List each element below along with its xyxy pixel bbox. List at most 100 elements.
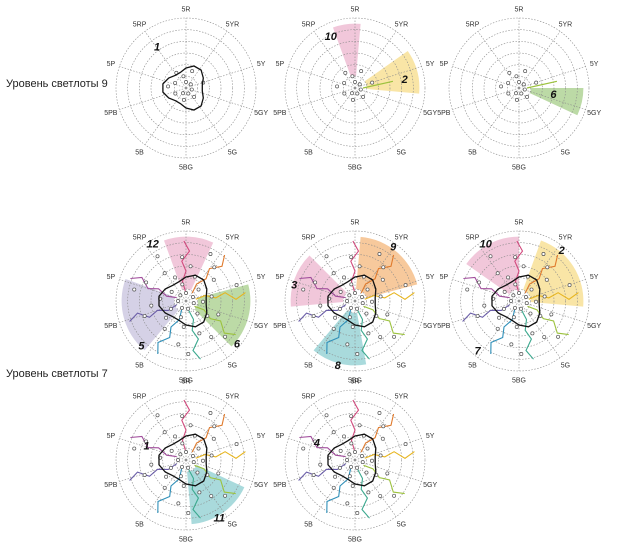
sample-point [166, 84, 171, 89]
category-number: 1 [154, 42, 160, 54]
sample-point [201, 458, 205, 463]
sample-point [223, 493, 228, 498]
hue-label: 5G [228, 149, 237, 156]
hue-label: 5GY [254, 110, 268, 117]
sample-point [513, 305, 517, 310]
hue-label: 5P [440, 274, 449, 281]
sample-point [184, 80, 188, 84]
category-number: 9 [390, 242, 397, 254]
sample-point [180, 414, 185, 419]
grid-ring [115, 17, 257, 159]
grid-ring [472, 41, 566, 135]
sample-point [544, 277, 549, 282]
region-green [194, 284, 251, 347]
sample-point [216, 312, 221, 317]
sample-point [234, 283, 239, 288]
grid-spoke [354, 300, 422, 323]
grid-spoke [144, 403, 187, 461]
sample-point [365, 287, 370, 292]
region-yellow [364, 51, 420, 94]
sample-point [212, 265, 217, 270]
hue-label: 5RP [133, 235, 147, 242]
region-pink [290, 255, 347, 307]
sample-point [337, 465, 342, 470]
grid-spoke [518, 31, 561, 89]
hue-label: 5B [135, 149, 144, 156]
grid-ring [139, 41, 233, 135]
sample-point [168, 465, 173, 470]
hue-trajectory [299, 435, 346, 458]
grid-spoke [185, 300, 253, 323]
sample-point [549, 312, 554, 317]
sample-point [338, 448, 343, 453]
sample-point [507, 70, 512, 75]
sample-point [162, 271, 167, 276]
sample-point [378, 294, 383, 299]
grid-spoke [518, 87, 586, 110]
sample-point [196, 446, 201, 451]
hue-label: 5Y [426, 433, 435, 440]
sample-point [196, 287, 201, 292]
sample-point [142, 473, 147, 477]
category-number: 2 [401, 74, 408, 86]
hue-label: 5R [182, 220, 191, 227]
sample-point [349, 282, 354, 287]
hue-label: 5R [351, 379, 360, 386]
grid-ring [284, 17, 426, 159]
grid-ring [483, 52, 555, 124]
hue-label: 5GY [423, 323, 437, 330]
sample-point [370, 299, 374, 304]
sample-point [509, 342, 514, 347]
sample-point [178, 452, 183, 457]
sample-point [208, 252, 213, 256]
sample-point [216, 471, 221, 476]
grid-spoke [185, 459, 228, 517]
grid-spoke [354, 459, 397, 517]
hue-label: 5GY [423, 482, 437, 489]
category-number: 6 [234, 339, 241, 351]
hue-label: 5Y [257, 274, 266, 281]
sample-point [186, 510, 191, 515]
sample-point [149, 303, 154, 308]
grid-spoke [354, 438, 422, 461]
sample-point [155, 413, 160, 418]
category-outline [491, 274, 541, 328]
hue-label: 5BG [348, 537, 362, 544]
grid-ring [139, 413, 233, 507]
sample-point [349, 441, 354, 446]
sample-point [349, 464, 353, 469]
region-teal [187, 465, 245, 525]
category-outline [162, 65, 204, 111]
grid-ring [115, 389, 257, 531]
sample-point [360, 460, 365, 465]
sample-point [380, 436, 385, 441]
sample-point [353, 80, 357, 84]
sample-point [465, 287, 470, 292]
sample-point [378, 453, 383, 458]
grid-spoke [119, 66, 187, 89]
sample-point [331, 271, 336, 276]
sample-point [357, 423, 362, 428]
sample-point [502, 289, 507, 294]
hue-trajectory [364, 292, 415, 300]
sample-point [506, 80, 511, 85]
grid-spoke [452, 279, 520, 302]
sample-point [208, 411, 213, 415]
sample-point [181, 324, 186, 329]
hue-label: 5B [304, 362, 313, 369]
sample-point [184, 291, 188, 295]
sample-point [517, 80, 521, 84]
sample-point [186, 91, 191, 96]
sample-point [209, 335, 214, 339]
grid-spoke [288, 300, 356, 323]
grid-ring [319, 52, 391, 124]
region-pink [466, 236, 519, 295]
sample-point [178, 474, 183, 479]
sample-point [392, 493, 397, 498]
grid-spoke [185, 403, 228, 461]
grid-ring [150, 424, 222, 496]
hue-label: 5BG [512, 165, 526, 172]
grid-spoke [185, 459, 253, 482]
sample-point [181, 74, 186, 79]
sample-point [350, 74, 355, 79]
